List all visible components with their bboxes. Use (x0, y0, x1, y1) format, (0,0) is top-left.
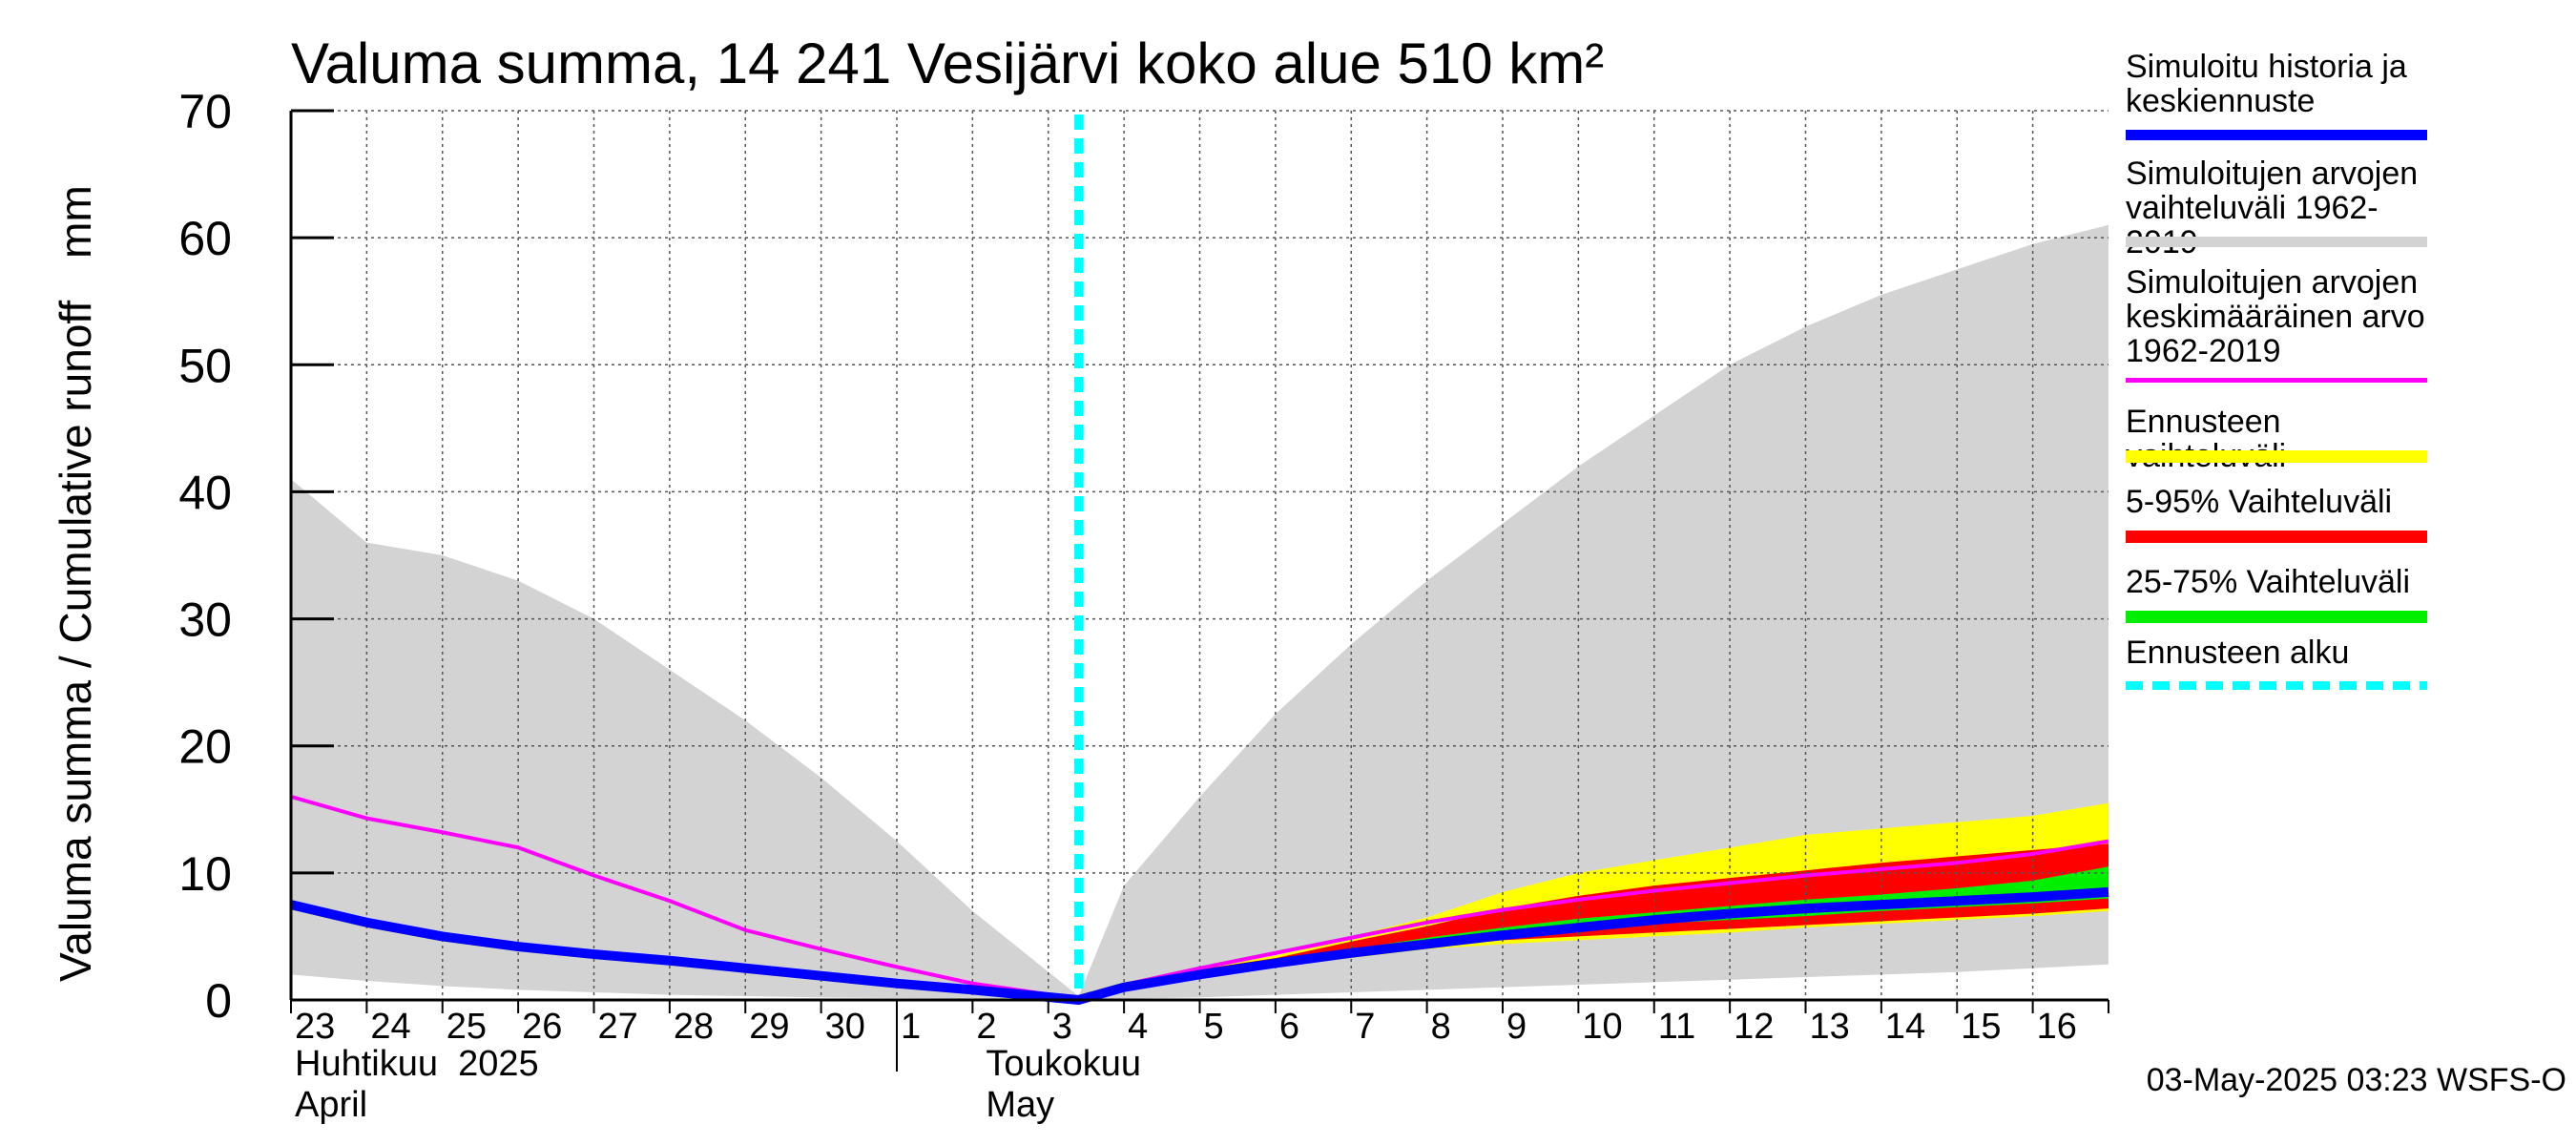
month-label-fi: Huhtikuu 2025 (295, 1044, 539, 1084)
legend-swatch (2126, 611, 2427, 623)
x-tick-label: 30 (824, 1007, 865, 1047)
x-tick-label: 16 (2036, 1007, 2077, 1047)
y-axis-label: Valuma summa / Cumulative runoff mm (50, 185, 101, 982)
month-label-en: May (986, 1085, 1055, 1125)
month-label-fi: Toukokuu (986, 1044, 1142, 1084)
month-label-en: April (295, 1085, 368, 1125)
timestamp-footer: 03-May-2025 03:23 WSFS-O (2146, 1062, 2566, 1098)
y-axis-label-text: Valuma summa / Cumulative runoff (51, 300, 100, 982)
x-tick-label: 10 (1582, 1007, 1623, 1047)
x-tick-label: 25 (446, 1007, 488, 1047)
y-tick-label: 70 (178, 85, 232, 138)
chart-axes: 0 10 20 30 40 50 60 70 (178, 85, 2109, 1072)
x-tick-label: 5 (1203, 1007, 1224, 1047)
y-tick-label: 50 (178, 339, 232, 392)
x-tick-label: 14 (1884, 1007, 1926, 1047)
x-tick-label: 3 (1051, 1007, 1072, 1047)
x-tick-label: 26 (522, 1007, 563, 1047)
x-tick-label: 13 (1809, 1007, 1850, 1047)
legend-swatch (2126, 378, 2427, 383)
x-tick-label: 2 (976, 1007, 997, 1047)
legend-item-25-75: 25-75% Vaihteluväli (2126, 564, 2450, 623)
legend-item-historical-mean: Simuloitujen arvojen keskimääräinen arvo… (2126, 264, 2450, 383)
x-tick-label: 23 (295, 1007, 336, 1047)
y-axis-unit: mm (51, 185, 100, 259)
x-tick-label: 7 (1355, 1007, 1376, 1047)
legend-label: 25-75% Vaihteluväli (2126, 564, 2410, 600)
y-tick-label: 40 (178, 466, 232, 519)
y-tick-label: 10 (178, 847, 232, 901)
y-tick-label: 0 (205, 974, 232, 1028)
legend-swatch (2126, 237, 2427, 247)
band-3 (1078, 866, 2109, 997)
x-tick-label: 28 (673, 1007, 715, 1047)
x-tick-label: 12 (1734, 1007, 1775, 1047)
chart-grid (291, 110, 2109, 1000)
x-tick-label: 8 (1430, 1007, 1451, 1047)
x-tick-label: 9 (1506, 1007, 1527, 1047)
legend-item-forecast-range: Ennusteen vaihteluväli (2126, 405, 2450, 473)
legend-swatch (2126, 450, 2427, 463)
chart-lines (289, 114, 2109, 1005)
y-tick-label: 30 (178, 593, 232, 647)
legend-swatch (2126, 531, 2427, 543)
x-tick-label: 1 (901, 1007, 922, 1047)
x-tick-label: 27 (597, 1007, 638, 1047)
legend-label: Ennusteen alku (2126, 635, 2350, 671)
legend-swatch (2126, 130, 2427, 140)
legend-swatch (2126, 681, 2427, 690)
legend-label: 5-95% Vaihteluväli (2126, 484, 2393, 520)
series-line-historical-mean (290, 795, 2109, 1001)
legend-label: Simuloitu historia ja keskiennuste (2126, 49, 2407, 119)
x-tick-label: 6 (1278, 1007, 1300, 1047)
legend-item-forecast-start: Ennusteen alku (2126, 635, 2450, 690)
chart-title: Valuma summa, 14 241 Vesijärvi koko alue… (291, 31, 1605, 95)
x-tick-label: 29 (749, 1007, 790, 1047)
x-tick-label: 24 (370, 1007, 411, 1047)
legend-item-historical-range: Simuloitujen arvojen vaihteluväli 1962-2… (2126, 156, 2450, 260)
legend-item-median-forecast: Simuloitu historia ja keskiennuste (2126, 49, 2450, 140)
x-tick-label: 11 (1657, 1007, 1696, 1047)
x-tick-label: 15 (1961, 1007, 2002, 1047)
legend-label: Simuloitujen arvojen keskimääräinen arvo… (2126, 264, 2425, 369)
series-line-median-forecast (289, 886, 2109, 1005)
y-tick-label: 60 (178, 212, 232, 265)
x-tick-label: 4 (1128, 1007, 1149, 1047)
legend-label: Ennusteen vaihteluväli (2126, 404, 2286, 473)
y-tick-label: 20 (178, 720, 232, 774)
legend-item-5-95: 5-95% Vaihteluväli (2126, 484, 2450, 543)
